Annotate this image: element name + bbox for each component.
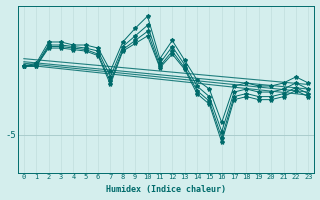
X-axis label: Humidex (Indice chaleur): Humidex (Indice chaleur) <box>106 185 226 194</box>
